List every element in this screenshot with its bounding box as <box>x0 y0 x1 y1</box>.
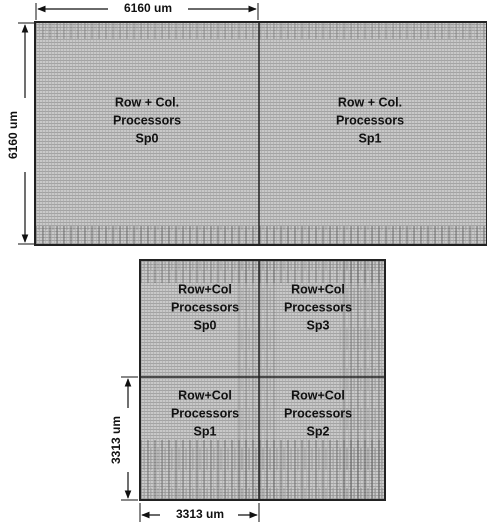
dimension-label: 6160 um <box>6 111 20 159</box>
block-label: Row+Col <box>291 282 345 296</box>
block-label: Sp0 <box>194 318 217 332</box>
block-label: Row+Col <box>178 388 232 402</box>
block-label: Processors <box>284 300 352 314</box>
block-label: Processors <box>171 406 239 420</box>
block-label: Processors <box>113 113 181 127</box>
block-label: Processors <box>171 300 239 314</box>
block-label: Processors <box>284 406 352 420</box>
block-label: Row+Col <box>291 388 345 402</box>
block-label: Sp0 <box>136 131 159 145</box>
top-chip <box>35 22 487 245</box>
block-label: Processors <box>336 113 404 127</box>
block-label: Sp3 <box>307 318 330 332</box>
block-label: Row + Col. <box>338 95 402 109</box>
bottom-width-dimension: 3313 um <box>140 503 259 522</box>
dimension-label: 6160 um <box>124 1 172 15</box>
block-label: Row + Col. <box>115 95 179 109</box>
top-width-dimension: 6160 um <box>36 1 258 20</box>
block-label: Row+Col <box>178 282 232 296</box>
top-height-dimension: 6160 um <box>6 23 34 244</box>
block-label: Sp1 <box>359 131 382 145</box>
block-label: Sp2 <box>307 424 330 438</box>
dimension-label: 3313 um <box>109 416 123 464</box>
chip-layout-figure: Row + Col. Processors Sp0 Row + Col. Pro… <box>0 0 487 524</box>
bottom-height-dimension: 3313 um <box>109 377 138 500</box>
bottom-chip <box>140 260 385 500</box>
dimension-label: 3313 um <box>176 507 224 521</box>
block-label: Sp1 <box>194 424 217 438</box>
